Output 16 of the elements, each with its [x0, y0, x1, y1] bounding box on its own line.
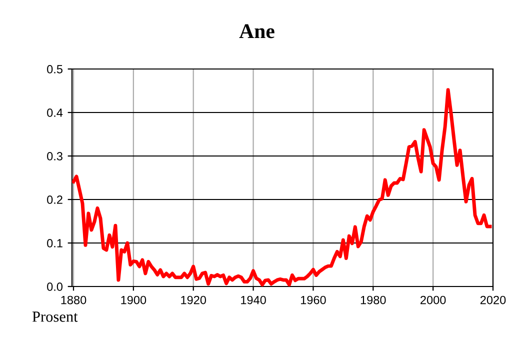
y-tick-label: 0.1 — [47, 239, 62, 248]
x-tick-label: 1960 — [300, 296, 326, 304]
y-tick-label: 0.3 — [47, 152, 62, 160]
x-tick-label: 2020 — [480, 296, 506, 304]
x-tick-label: 1920 — [181, 296, 206, 304]
y-tick-label: 0.4 — [47, 108, 63, 117]
x-tick-label: 1900 — [121, 296, 146, 304]
y-axis-title: Prosent — [32, 312, 78, 322]
x-tick-label: 2000 — [420, 296, 446, 304]
x-tick-label: 1880 — [61, 296, 86, 304]
chart-title: Ane — [239, 24, 274, 38]
y-tick-label: 0.5 — [47, 65, 62, 74]
y-tick-label: 0.0 — [47, 282, 63, 291]
x-tick-label: 1980 — [360, 296, 386, 304]
y-tick-label: 0.2 — [47, 196, 62, 204]
x-tick-label: 1940 — [241, 296, 266, 304]
